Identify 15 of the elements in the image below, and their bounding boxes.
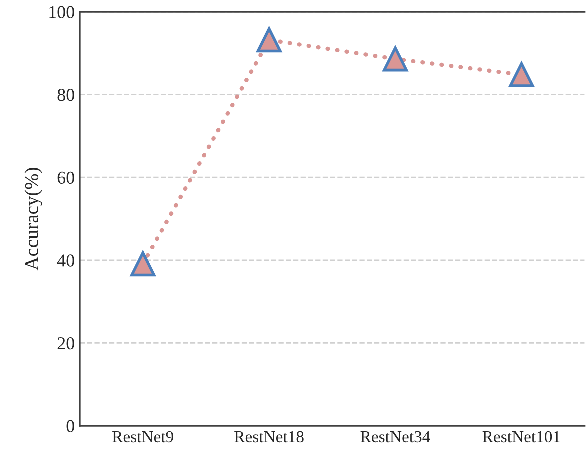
y-tick-label: 40 [57,254,74,267]
x-tick-label: RestNet101 [482,431,560,443]
y-tick-label: 20 [58,337,74,350]
y-tick-label: 80 [58,89,74,102]
y-axis-title: Accuracy(%) [24,168,42,271]
x-tick-label: RestNet34 [360,431,430,443]
point [509,62,534,88]
y-tick-label: 60 [58,172,74,184]
y-tick-label: 100 [50,6,74,18]
x-tick-label: RestNet18 [234,431,304,443]
x-tick-label: RestNet9 [112,431,174,443]
point [256,28,282,53]
y-tick-label: 0 [66,420,74,432]
point [130,252,156,277]
point [383,46,408,72]
